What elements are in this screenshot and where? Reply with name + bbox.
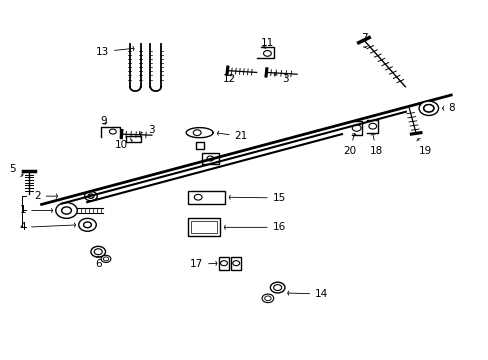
Text: 12: 12 [223,74,236,84]
Text: 15: 15 [229,193,285,203]
Text: 20: 20 [342,134,356,156]
Text: 3: 3 [274,72,288,84]
Text: 19: 19 [416,139,431,156]
Text: 9: 9 [101,116,107,126]
Bar [201,153,219,164]
Bar [219,257,228,270]
Text: 13: 13 [96,46,134,57]
Text: 3: 3 [139,125,154,135]
Text: 11: 11 [261,38,274,48]
Text: 14: 14 [287,289,328,299]
Bar [188,219,220,236]
Text: 2: 2 [34,191,57,201]
Text: 8: 8 [442,103,454,113]
Circle shape [262,294,273,303]
Bar [188,191,224,204]
Text: 18: 18 [369,134,382,156]
Bar [126,136,141,142]
Text: 5: 5 [10,164,23,177]
Text: 16: 16 [224,222,285,232]
Bar [191,221,217,233]
Circle shape [418,101,438,116]
Bar [231,257,241,270]
Text: 10: 10 [115,139,132,150]
Text: 17: 17 [189,259,217,269]
Circle shape [270,282,285,293]
Circle shape [101,255,111,262]
Text: 1: 1 [20,206,52,216]
Text: 6: 6 [95,256,102,269]
Circle shape [91,246,105,257]
Bar [195,141,203,149]
Text: 21: 21 [217,131,247,141]
Text: 4: 4 [20,222,75,232]
Text: 7: 7 [360,33,366,48]
